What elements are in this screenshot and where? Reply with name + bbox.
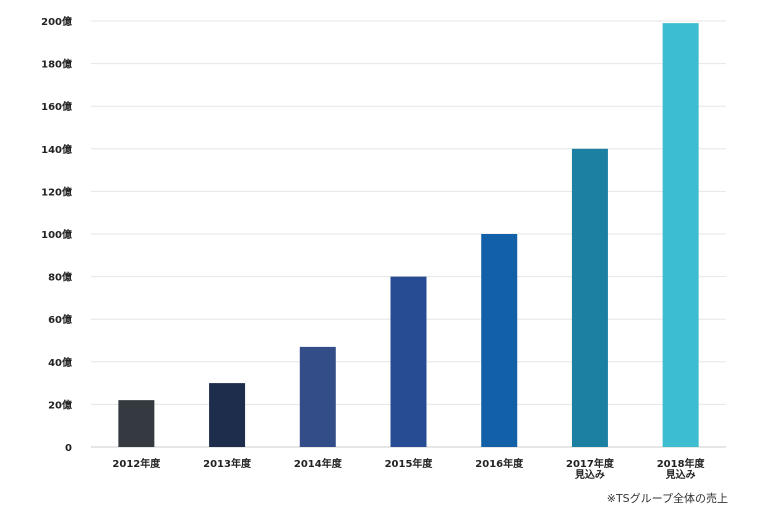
bar [390,276,427,447]
x-tick-label: 2016年度 [475,457,524,470]
y-tick-label: 160億 [41,100,72,113]
x-axis-labels: 2012年度 2013年度 2014年度 2015年度 2016年度 2017年度見込み 2… [112,457,705,481]
x-tick-label: 2013年度 [203,457,252,470]
bar [662,23,699,447]
y-tick-label: 140億 [41,143,72,156]
bar [118,400,155,447]
bars [118,23,699,448]
y-tick-label: 60億 [48,313,72,326]
x-tick-label: 2014年度 [294,457,343,470]
x-tick-label: 2012年度 [112,457,161,470]
y-tick-label: 120億 [41,185,72,198]
bar [209,383,246,447]
y-tick-label: 20億 [48,398,72,411]
y-tick-label: 0 [65,443,72,454]
bar [481,234,518,447]
bar [571,148,608,448]
y-axis-ticks: 0 20億 40億 60億 80億 100億 120億 140億 160億 180億 200億 [41,15,72,454]
y-tick-label: 80億 [48,271,72,284]
y-tick-label: 180億 [41,58,72,71]
bar [299,346,336,447]
y-tick-label: 40億 [48,356,72,369]
y-tick-label: 200億 [41,15,72,28]
y-tick-label: 100億 [41,228,72,241]
footnote: ※TSグループ全体の売上 [606,492,728,505]
x-tick-label: 2017年度見込み [566,457,615,481]
x-tick-label: 2015年度 [385,457,434,470]
x-tick-label: 2018年度見込み [657,457,706,481]
